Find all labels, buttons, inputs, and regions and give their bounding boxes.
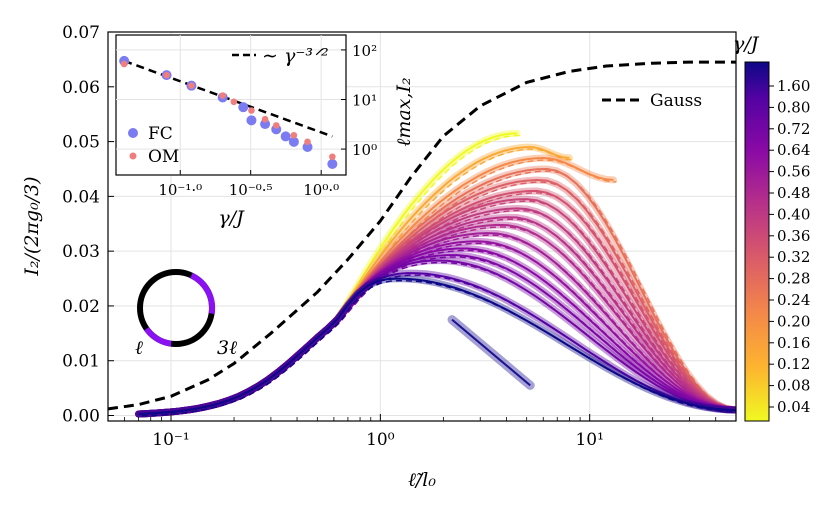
colorbar-tick-label: 0.80	[777, 98, 810, 116]
ring-label-right: 3ℓ	[217, 337, 237, 359]
inset-fc-point	[260, 119, 271, 130]
main-axes-frame	[107, 31, 737, 422]
x-tick-label: 10¹	[575, 430, 603, 450]
colorbar-label: γ/J	[733, 33, 760, 55]
inset-ticks: 10⁻¹·⁰ 10⁻⁰·⁵ 10⁰·⁰ 10⁰ 10¹ 10²	[158, 42, 377, 199]
inset-fit-line	[123, 59, 333, 138]
colorbar-tick-label: 0.64	[777, 141, 810, 159]
inset-fc-point	[238, 102, 249, 113]
colorbar-tick-label: 0.12	[777, 355, 810, 373]
ring-arc-right	[189, 272, 216, 315]
inset-legend-om-marker	[129, 152, 137, 160]
main-legend: Gauss	[602, 91, 702, 111]
colorbar-tick-label: 0.08	[777, 377, 810, 395]
inset-om-point	[163, 71, 170, 79]
series-dashed	[141, 279, 736, 417]
inset-om-point	[329, 153, 336, 161]
inset-fc-point	[246, 115, 257, 126]
inset-fit-label: ∼ γ⁻³ᐟ²	[262, 45, 329, 67]
y-axis-label: I₂/(2πg₀/3)	[21, 176, 43, 276]
x-axis-label: ℓ̃/l₀	[408, 469, 436, 491]
colorbar-tick-label: 0.16	[777, 334, 810, 352]
inset-om-point	[188, 82, 195, 89]
colorbar-tick-label: 0.72	[777, 120, 810, 138]
isolated-segment-line	[451, 318, 531, 387]
inset-om-point	[290, 131, 298, 139]
inset-y-tick-label: 10²	[352, 42, 377, 60]
colorbar-tick-label: 0.56	[777, 163, 810, 181]
ring-diagram: ℓ 3ℓ	[135, 269, 237, 359]
inset-om-point	[261, 115, 269, 123]
inset-data	[119, 55, 338, 170]
colorbar-tick-label: 0.32	[777, 248, 810, 266]
y-tick-label: 0.04	[62, 187, 100, 207]
y-tick-label: 0.07	[62, 23, 100, 43]
y-tick-label: 0.00	[62, 407, 100, 427]
gauss-curve-group	[108, 60, 736, 411]
inset-om-point	[230, 98, 238, 106]
ring-label-left: ℓ	[135, 337, 143, 359]
colorbar-tick-label: 0.24	[777, 291, 810, 309]
inset-om-point	[219, 92, 226, 99]
legend-gauss-label: Gauss	[650, 91, 702, 111]
inset-legend-fc-label: FC	[148, 124, 173, 144]
inset-x-label: γ/J	[218, 207, 245, 229]
inset: 10⁻¹·⁰ 10⁻⁰·⁵ 10⁰·⁰ 10⁰ 10¹ 10² γ/J ℓmax,I₂ ∼…	[115, 34, 415, 229]
inset-om-point	[120, 60, 128, 68]
inset-legend-om-label: OM	[148, 147, 179, 167]
inset-fc-point	[327, 159, 338, 170]
y-tick-label: 0.02	[62, 297, 100, 317]
inset-fc-point	[302, 142, 313, 153]
y-tick-label: 0.01	[62, 352, 100, 372]
inset-fc-point	[280, 131, 291, 142]
y-tick-label: 0.06	[62, 78, 100, 98]
inset-y-tick-label: 10¹	[352, 92, 377, 110]
colorbar-tick-label: 0.20	[777, 312, 810, 330]
inset-x-tick-label: 10⁻¹·⁰	[158, 181, 202, 199]
gauss-curve	[108, 60, 736, 411]
colorbar-tick-label: 1.60	[777, 77, 810, 95]
y-tick-label: 0.05	[62, 133, 100, 153]
colorbar-tick-label: 0.40	[777, 205, 810, 223]
y-tick-label: 0.03	[62, 242, 100, 262]
inset-fc-point	[288, 136, 299, 147]
main-series-group	[135, 129, 736, 418]
colorbar-tick-label: 0.04	[777, 398, 810, 416]
inset-y-tick-label: 10⁰	[352, 141, 377, 159]
inset-om-point	[272, 122, 280, 129]
x-tick-label: 10⁰	[366, 430, 395, 450]
ring-arc-left	[144, 326, 172, 347]
colorbar: 1.60 0.80 0.72 0.64 0.56 0.48 0.40 0.36 0.32 0.28…	[733, 33, 810, 422]
inset-y-label: ℓmax,I₂	[393, 77, 415, 146]
series-dashed	[141, 134, 521, 417]
colorbar-ticks: 1.60 0.80 0.72 0.64 0.56 0.48 0.40 0.36 0.32 0.28…	[769, 77, 810, 416]
colorbar-bar	[744, 61, 770, 422]
inset-x-tick-label: 10⁰·⁰	[303, 181, 339, 199]
inset-legend-fc-marker	[128, 128, 138, 138]
colorbar-tick-label: 0.28	[777, 270, 810, 288]
colorbar-tick-label: 0.48	[777, 184, 810, 202]
inset-om-point	[248, 107, 255, 114]
series-dashed	[141, 159, 617, 417]
inset-x-tick-label: 10⁻⁰·⁵	[229, 181, 273, 199]
inset-om-point	[304, 138, 311, 146]
colorbar-tick-label: 0.36	[777, 227, 810, 245]
x-tick-label: 10⁻¹	[152, 430, 189, 450]
